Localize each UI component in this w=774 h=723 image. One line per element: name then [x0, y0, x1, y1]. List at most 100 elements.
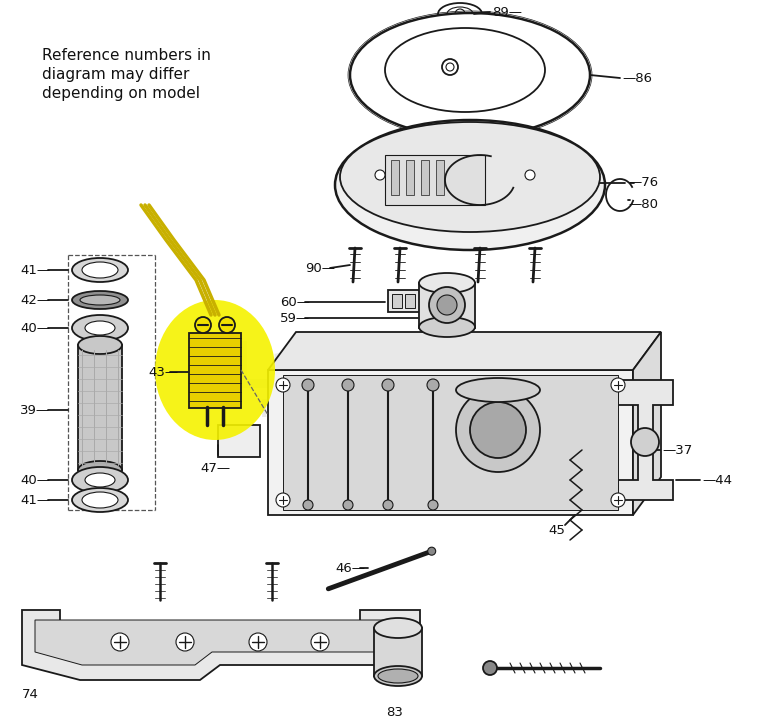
- Circle shape: [442, 59, 458, 75]
- Circle shape: [456, 388, 540, 472]
- Polygon shape: [283, 375, 618, 510]
- Ellipse shape: [72, 258, 128, 282]
- Circle shape: [382, 379, 394, 391]
- Text: diagram may differ: diagram may differ: [42, 67, 190, 82]
- Circle shape: [311, 633, 329, 651]
- Bar: [374, 628, 422, 676]
- Circle shape: [111, 633, 129, 651]
- Text: 39—: 39—: [20, 403, 50, 416]
- Bar: [421, 160, 429, 195]
- Ellipse shape: [82, 492, 118, 508]
- Text: 89—: 89—: [492, 6, 522, 19]
- Text: 40—: 40—: [20, 474, 50, 487]
- Circle shape: [302, 379, 314, 391]
- Text: 59—: 59—: [280, 312, 310, 325]
- Circle shape: [276, 378, 290, 392]
- Text: —80: —80: [628, 197, 658, 210]
- Circle shape: [276, 493, 290, 507]
- Ellipse shape: [85, 321, 115, 335]
- Circle shape: [470, 402, 526, 458]
- Circle shape: [428, 547, 436, 555]
- Ellipse shape: [456, 378, 540, 402]
- Text: depending on model: depending on model: [42, 86, 200, 101]
- Circle shape: [343, 500, 353, 510]
- Bar: [218, 425, 260, 457]
- Text: —86: —86: [622, 72, 652, 85]
- Ellipse shape: [374, 666, 422, 686]
- Ellipse shape: [72, 315, 128, 341]
- Polygon shape: [22, 610, 420, 680]
- Circle shape: [446, 63, 454, 71]
- Text: MARINE & SERVICE: MARINE & SERVICE: [260, 398, 514, 422]
- Ellipse shape: [340, 122, 600, 232]
- Circle shape: [303, 500, 313, 510]
- Bar: [388, 290, 426, 312]
- Ellipse shape: [374, 618, 422, 638]
- Bar: [189, 333, 241, 408]
- Bar: [419, 283, 475, 328]
- Circle shape: [437, 295, 457, 315]
- Circle shape: [428, 500, 438, 510]
- Ellipse shape: [385, 28, 545, 112]
- Text: 46—: 46—: [335, 562, 365, 575]
- Circle shape: [611, 493, 625, 507]
- Text: 41—: 41—: [20, 494, 50, 507]
- Ellipse shape: [72, 488, 128, 512]
- Circle shape: [249, 633, 267, 651]
- Text: —37: —37: [662, 443, 692, 456]
- Circle shape: [176, 633, 194, 651]
- Circle shape: [375, 170, 385, 180]
- Bar: [436, 160, 444, 195]
- Bar: [392, 294, 402, 308]
- Circle shape: [219, 317, 235, 333]
- Text: 60—: 60—: [280, 296, 310, 309]
- Text: 47—: 47—: [200, 461, 230, 474]
- Ellipse shape: [419, 317, 475, 337]
- Circle shape: [195, 317, 211, 333]
- Text: —76: —76: [628, 176, 658, 189]
- Bar: [406, 160, 414, 195]
- Text: 45: 45: [548, 523, 565, 536]
- Ellipse shape: [350, 13, 590, 137]
- Ellipse shape: [72, 291, 128, 309]
- Text: 42—: 42—: [20, 294, 50, 307]
- Ellipse shape: [78, 461, 122, 479]
- Circle shape: [427, 379, 439, 391]
- Circle shape: [383, 500, 393, 510]
- Circle shape: [631, 428, 659, 456]
- Polygon shape: [633, 332, 661, 515]
- Circle shape: [525, 170, 535, 180]
- Text: Reference numbers in: Reference numbers in: [42, 48, 211, 63]
- Ellipse shape: [335, 120, 605, 250]
- Text: 74: 74: [22, 688, 39, 701]
- Text: 83: 83: [386, 706, 403, 719]
- Polygon shape: [35, 620, 408, 665]
- Text: —44: —44: [702, 474, 732, 487]
- Ellipse shape: [378, 669, 418, 683]
- Ellipse shape: [419, 273, 475, 293]
- Ellipse shape: [438, 3, 482, 25]
- Polygon shape: [268, 332, 661, 370]
- Circle shape: [429, 287, 465, 323]
- Circle shape: [342, 379, 354, 391]
- Text: 43—: 43—: [148, 366, 178, 379]
- Ellipse shape: [85, 473, 115, 487]
- Ellipse shape: [78, 336, 122, 354]
- Ellipse shape: [447, 7, 473, 21]
- Circle shape: [455, 9, 465, 19]
- Text: 40—: 40—: [20, 322, 50, 335]
- Ellipse shape: [82, 262, 118, 278]
- Bar: [405, 294, 415, 308]
- Text: Lakeside: Lakeside: [228, 339, 546, 401]
- Polygon shape: [268, 370, 633, 515]
- Text: 90—: 90—: [305, 262, 335, 275]
- Bar: [385, 155, 485, 205]
- Text: 41—: 41—: [20, 263, 50, 276]
- Ellipse shape: [155, 300, 275, 440]
- Ellipse shape: [80, 295, 120, 305]
- Ellipse shape: [72, 467, 128, 493]
- Circle shape: [483, 661, 497, 675]
- Bar: [78, 345, 122, 470]
- Polygon shape: [618, 380, 673, 500]
- Bar: [391, 160, 399, 195]
